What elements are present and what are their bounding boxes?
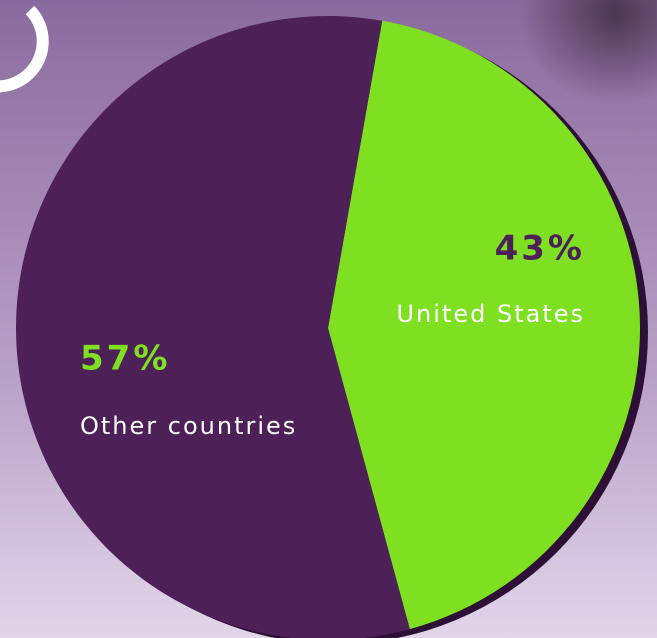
page: 43%United States57%Other countries (() =… <box>0 0 657 638</box>
category-label: Other countries <box>80 412 297 440</box>
value-label: 43% <box>495 229 585 269</box>
chart: 43% United States 57% Other countries <box>0 0 657 638</box>
value-label: 57% <box>80 339 170 379</box>
category-label: United States <box>396 300 585 328</box>
